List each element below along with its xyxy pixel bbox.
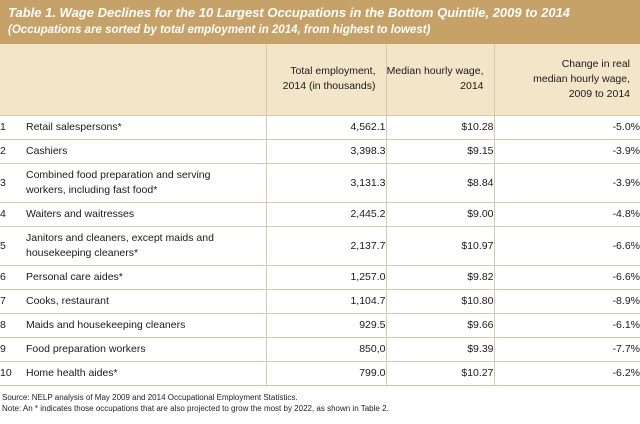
wage-cell: $10.28 (385, 115, 494, 140)
rank-cell: 3 (0, 163, 26, 203)
header-occupation-cell (26, 44, 266, 116)
rank-cell: 8 (0, 313, 26, 338)
header-wage: Median hourly wage, 2014 (385, 44, 494, 116)
wage-cell: $9.15 (385, 139, 494, 164)
table-row: 6 Personal care aides* 1,257.0 $9.82 -6.6% (0, 265, 640, 290)
wage-table: Total employment, 2014 (in thousands) Me… (0, 44, 640, 386)
header-rank-cell (0, 44, 26, 116)
occupation-cell: Cooks, restaurant (26, 289, 266, 314)
occupation-line: Janitors and cleaners, except maids and (26, 231, 214, 244)
occupation-line: Personal care aides* (26, 270, 123, 283)
change-cell: -7.7% (493, 337, 640, 362)
rank-cell: 7 (0, 289, 26, 314)
table-row: 10 Home health aides* 799.0 $10.27 -6.2% (0, 361, 640, 386)
employment-cell: 929.5 (265, 313, 386, 338)
wage-cell: $9.00 (385, 202, 494, 227)
table-row: 1 Retail salespersons* 4,562.1 $10.28 -5.0% (0, 115, 640, 140)
change-cell: -4.8% (493, 202, 640, 227)
header-employment-line: Total employment, (290, 65, 376, 78)
occupation-line: Waiters and waitresses (26, 207, 135, 220)
occupation-cell: Food preparation workers (26, 337, 266, 362)
header-wage-line: 2014 (460, 80, 484, 93)
table-row: 3 Combined food preparation and serving wo… (0, 163, 640, 203)
employment-cell: 1,257.0 (265, 265, 386, 290)
footnote: Note: An * indicates those occupations t… (2, 404, 389, 413)
employment-cell: 2,137.7 (265, 226, 386, 266)
header-change: Change in real median hourly wage, 2009 … (493, 44, 640, 116)
wage-cell: $8.84 (385, 163, 494, 203)
employment-cell: 850,0 (265, 337, 386, 362)
wage-cell: $10.27 (385, 361, 494, 386)
rank-cell: 5 (0, 226, 26, 266)
rank-cell: 1 (0, 115, 26, 140)
change-cell: -8.9% (493, 289, 640, 314)
occupation-cell: Maids and housekeeping cleaners (26, 313, 266, 338)
header-employment: Total employment, 2014 (in thousands) (265, 44, 386, 116)
employment-cell: 799.0 (265, 361, 386, 386)
rank-cell: 4 (0, 202, 26, 227)
wage-cell: $9.66 (385, 313, 494, 338)
occupation-line: Combined food preparation and serving (26, 168, 211, 181)
rank-cell: 9 (0, 337, 26, 362)
rank-cell: 6 (0, 265, 26, 290)
occupation-line: Cooks, restaurant (26, 294, 109, 307)
table-body: 1 Retail salespersons* 4,562.1 $10.28 -5.0% 2… (0, 115, 640, 386)
header-wage-line: Median hourly wage, (386, 65, 484, 78)
wage-cell: $10.97 (385, 226, 494, 266)
table-row: 4 Waiters and waitresses 2,445.2 $9.00 -4.8% (0, 202, 640, 227)
occupation-cell: Personal care aides* (26, 265, 266, 290)
change-cell: -6.2% (493, 361, 640, 386)
table-title: Table 1. Wage Declines for the 10 Larges… (8, 5, 571, 20)
occupation-cell: Cashiers (26, 139, 266, 164)
occupation-cell: Combined food preparation and serving wor… (26, 163, 266, 203)
wage-cell: $9.39 (385, 337, 494, 362)
wage-cell: $10.80 (385, 289, 494, 314)
table-notes: Source: NELP analysis of May 2009 and 20… (2, 392, 389, 414)
rank-cell: 2 (0, 139, 26, 164)
employment-cell: 3,398.3 (265, 139, 386, 164)
header-change-line: 2009 to 2014 (568, 87, 630, 100)
source-note: Source: NELP analysis of May 2009 and 20… (2, 393, 298, 402)
table-header-banner: Table 1. Wage Declines for the 10 Larges… (0, 0, 640, 44)
wage-cell: $9.82 (385, 265, 494, 290)
employment-cell: 4,562.1 (265, 115, 386, 140)
employment-cell: 2,445.2 (265, 202, 386, 227)
rank-cell: 10 (0, 361, 26, 386)
change-cell: -3.9% (493, 139, 640, 164)
table-subtitle: (Occupations are sorted by total employm… (8, 24, 431, 36)
table-row: 9 Food preparation workers 850,0 $9.39 -7.7% (0, 337, 640, 362)
occupation-line: Food preparation workers (26, 342, 146, 355)
occupation-line: Retail salespersons* (26, 120, 122, 133)
table-row: 7 Cooks, restaurant 1,104.7 $10.80 -8.9% (0, 289, 640, 314)
employment-cell: 1,104.7 (265, 289, 386, 314)
header-change-line: median hourly wage, (533, 72, 630, 85)
occupation-cell: Waiters and waitresses (26, 202, 266, 227)
occupation-line: Maids and housekeeping cleaners (26, 318, 186, 331)
occupation-cell: Janitors and cleaners, except maids and h… (26, 226, 266, 266)
change-cell: -6.6% (493, 226, 640, 266)
change-cell: -5.0% (493, 115, 640, 140)
change-cell: -3.9% (493, 163, 640, 203)
occupation-line: workers, including fast food* (26, 183, 158, 196)
table-row: 2 Cashiers 3,398.3 $9.15 -3.9% (0, 139, 640, 164)
occupation-line: Cashiers (26, 144, 68, 157)
change-cell: -6.6% (493, 265, 640, 290)
occupation-line: housekeeping cleaners* (26, 246, 139, 259)
header-employment-line: 2014 (in thousands) (282, 80, 376, 93)
occupation-line: Home health aides* (26, 366, 118, 379)
employment-cell: 3,131.3 (265, 163, 386, 203)
header-change-line: Change in real (561, 57, 630, 70)
table-row: 8 Maids and housekeeping cleaners 929.5 $9.… (0, 313, 640, 338)
table-row: 5 Janitors and cleaners, except maids and… (0, 226, 640, 266)
change-cell: -6.1% (493, 313, 640, 338)
occupation-cell: Retail salespersons* (26, 115, 266, 140)
occupation-cell: Home health aides* (26, 361, 266, 386)
